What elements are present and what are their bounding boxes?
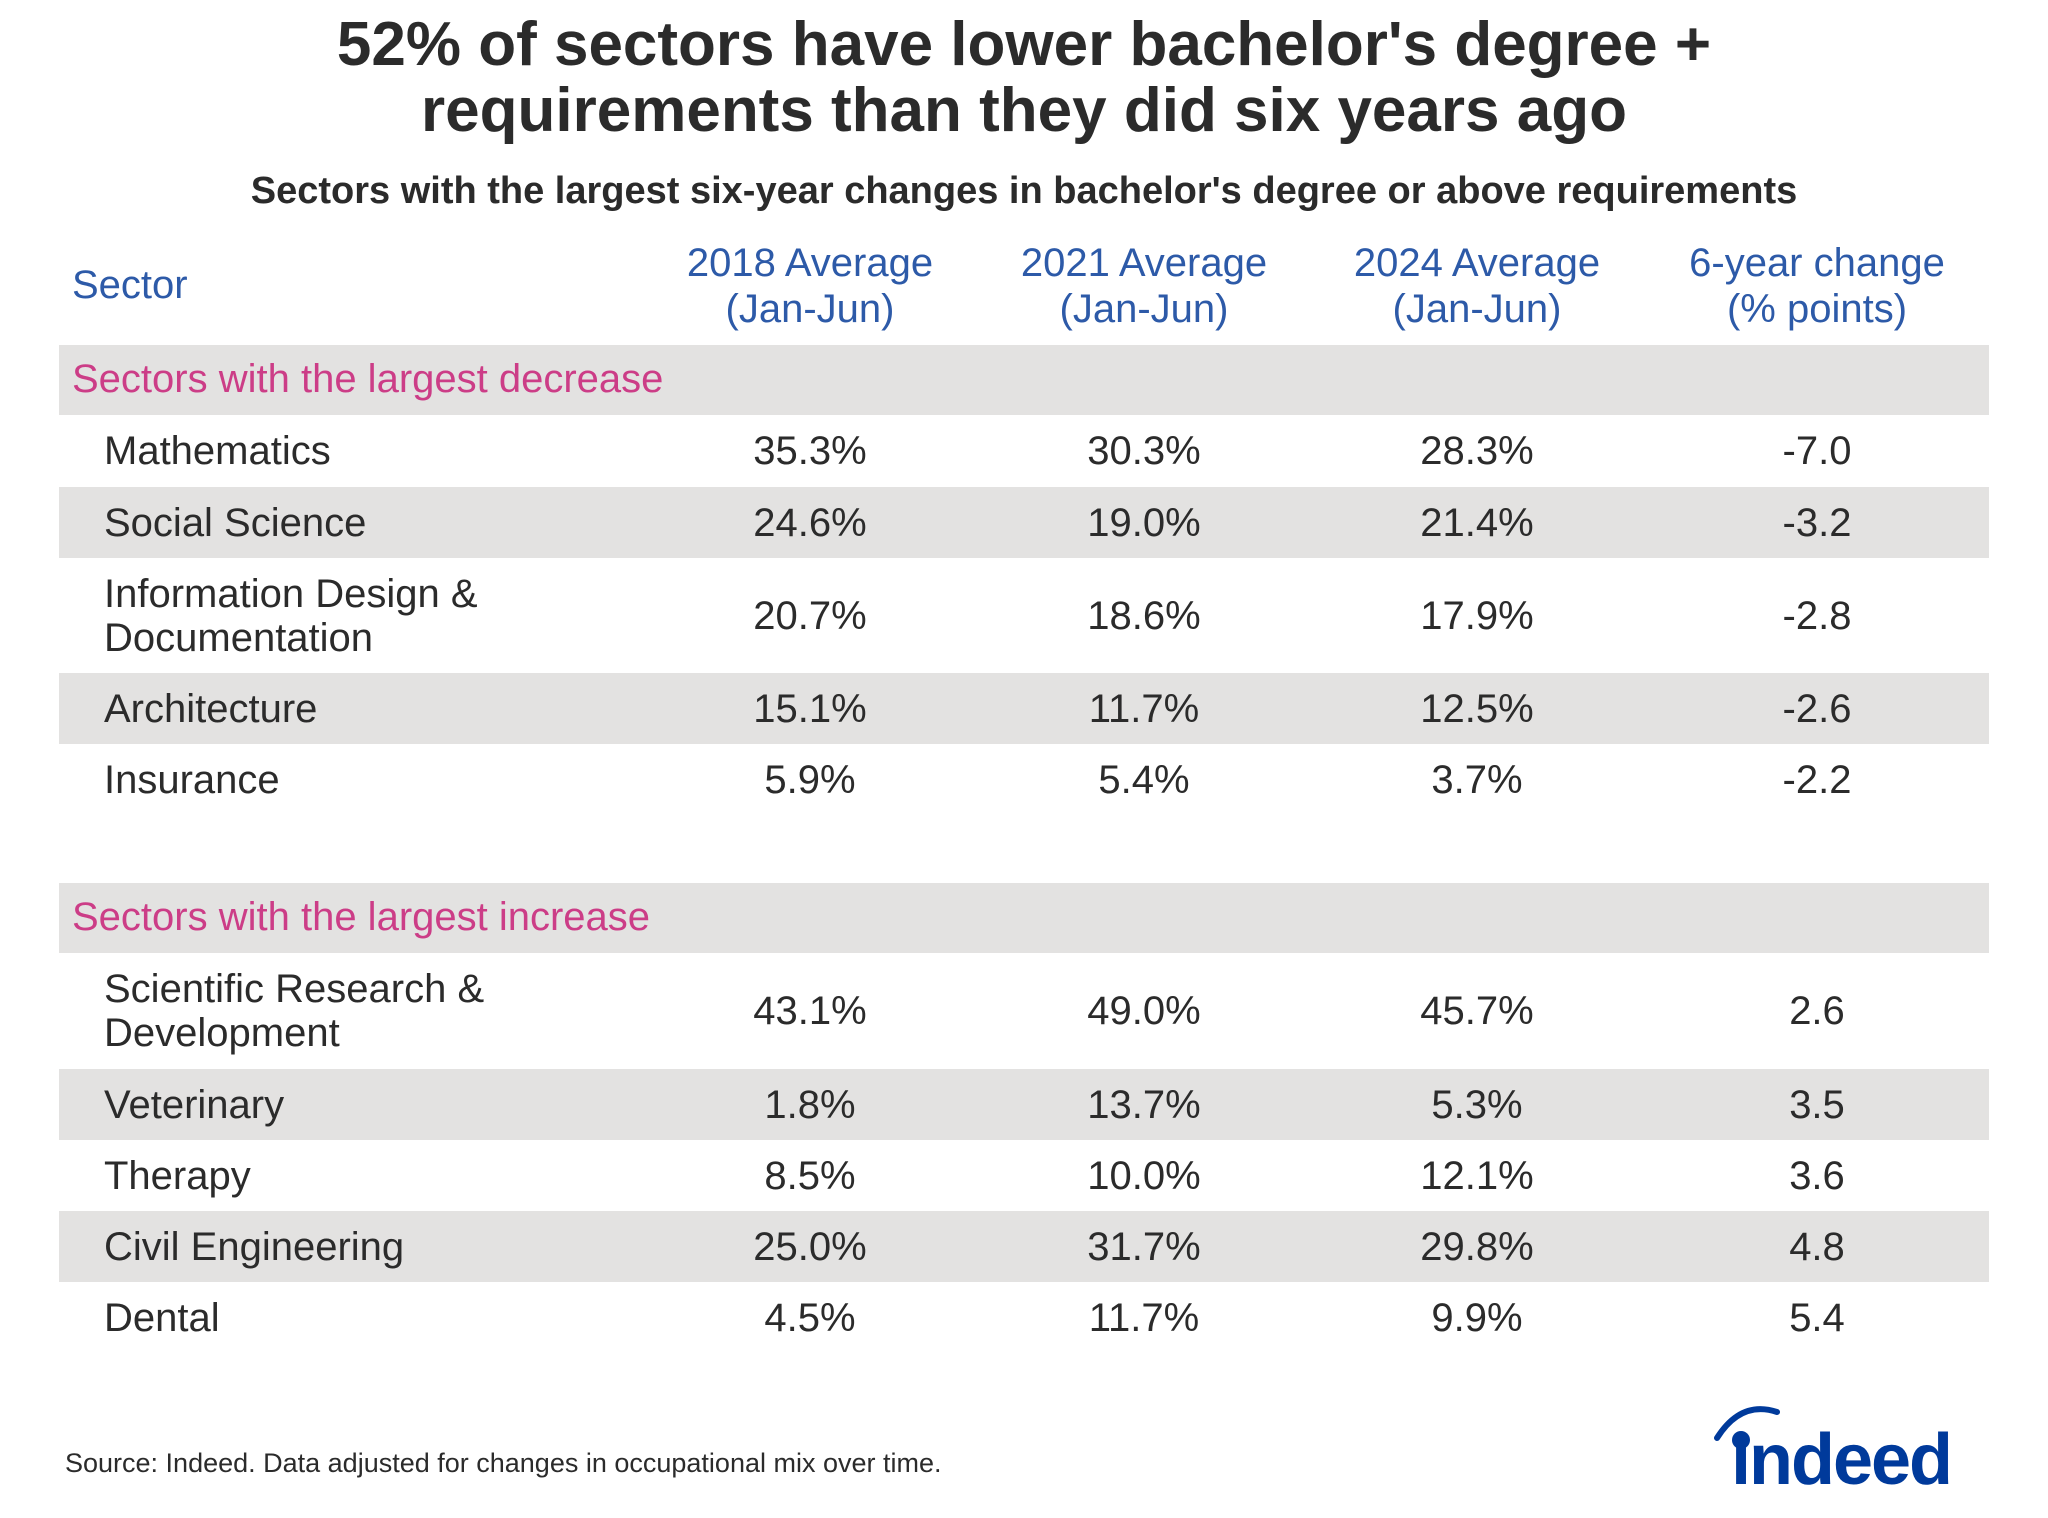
cell-y2024: 3.7% xyxy=(1431,757,1523,802)
cell-y2021: 30.3% xyxy=(1087,429,1201,473)
table-row: Architecture 15.1% 11.7% 12.5% -2.6 xyxy=(59,673,1989,744)
table-row: Information Design & Documentation 20.7% 18… xyxy=(59,558,1989,673)
sector-name: Mathematics xyxy=(104,429,331,473)
cell-change: -2.6 xyxy=(1782,686,1852,731)
cell-y2018: 43.1% xyxy=(753,989,867,1033)
cell-change: 4.8 xyxy=(1789,1224,1845,1269)
cell-y2018: 15.1% xyxy=(753,686,867,731)
sector-name: Veterinary xyxy=(104,1082,285,1127)
title-line-1: 52% of sectors have lower bachelor's deg… xyxy=(336,10,1712,79)
cell-y2024: 5.3% xyxy=(1431,1082,1523,1127)
table-row: Veterinary 1.8% 13.7% 5.3% 3.5 xyxy=(59,1069,1989,1140)
cell-y2024: 12.1% xyxy=(1420,1153,1534,1198)
sector-name: Dental xyxy=(104,1295,220,1340)
cell-y2024: 17.9% xyxy=(1420,593,1534,638)
cell-y2021: 13.7% xyxy=(1087,1082,1201,1127)
sector-name: Social Science xyxy=(104,500,367,545)
table-row: Scientific Research & Development 43.1% 49.… xyxy=(59,953,1989,1069)
cell-y2021: 19.0% xyxy=(1087,500,1201,545)
sector-name-line: Information Design & xyxy=(104,571,478,616)
cell-y2018: 35.3% xyxy=(753,429,867,473)
cell-y2021: 10.0% xyxy=(1087,1153,1201,1198)
table-row: Mathematics 35.3% 30.3% 28.3% -7.0 xyxy=(59,415,1989,487)
group-label: Sectors with the largest decrease xyxy=(72,357,664,401)
chart-subtitle: Sectors with the largest six-year change… xyxy=(250,170,1798,212)
sector-name-line: Development xyxy=(104,1011,340,1055)
cell-y2018: 25.0% xyxy=(753,1224,867,1269)
sector-name-line: Scientific Research & xyxy=(104,967,485,1011)
cell-y2024: 29.8% xyxy=(1420,1224,1534,1269)
cell-y2021: 5.4% xyxy=(1098,757,1190,802)
cell-y2018: 8.5% xyxy=(764,1153,856,1198)
sector-name-line: Documentation xyxy=(104,615,374,660)
cell-y2024: 21.4% xyxy=(1420,500,1534,545)
header-line: (Jan-Jun) xyxy=(1059,287,1229,331)
sector-name: Civil Engineering xyxy=(104,1224,405,1269)
cell-y2021: 11.7% xyxy=(1088,1295,1200,1340)
table-row: Therapy 8.5% 10.0% 12.1% 3.6 xyxy=(59,1140,1989,1211)
cell-change: -7.0 xyxy=(1782,429,1852,473)
cell-y2018: 20.7% xyxy=(753,593,867,638)
cell-y2021: 18.6% xyxy=(1087,593,1201,638)
sector-name: Insurance xyxy=(104,757,280,802)
cell-y2018: 1.8% xyxy=(764,1082,856,1127)
cell-y2024: 9.9% xyxy=(1431,1295,1523,1340)
source-note: Source: Indeed. Data adjusted for change… xyxy=(65,1448,942,1478)
table-row: Dental 4.5% 11.7% 9.9% 5.4 xyxy=(59,1282,1989,1353)
sector-name: Architecture xyxy=(104,686,318,731)
header-line: 2021 Average xyxy=(1020,241,1268,285)
cell-y2018: 5.9% xyxy=(764,757,856,802)
group-header: Sectors with the largest increase xyxy=(59,883,1989,953)
cell-y2024: 28.3% xyxy=(1420,429,1534,473)
cell-y2021: 49.0% xyxy=(1087,989,1201,1033)
cell-y2024: 45.7% xyxy=(1420,989,1534,1033)
svg-text:ındeed: ındeed xyxy=(1731,1420,1951,1490)
cell-change: 2.6 xyxy=(1789,989,1845,1033)
table-row: Civil Engineering 25.0% 31.7% 29.8% 4.8 xyxy=(59,1211,1989,1282)
header-line: 2018 Average xyxy=(686,241,934,285)
header-line: (Jan-Jun) xyxy=(725,287,895,331)
sector-name: Scientific Research & Development xyxy=(104,967,484,1055)
header-line: 6-year change xyxy=(1689,241,1945,285)
column-header-2021: 2021 Average (Jan-Jun) xyxy=(984,240,1304,332)
cell-y2021: 11.7% xyxy=(1088,686,1200,731)
cell-change: -3.2 xyxy=(1782,500,1852,545)
cell-change: 3.5 xyxy=(1789,1082,1845,1127)
indeed-logo: ındeed xyxy=(1714,1406,1953,1490)
title-line-2: requirements than they did six years ago xyxy=(421,76,1627,145)
header-line: (% points) xyxy=(1726,287,1908,331)
sector-name: Information Design & Documentation xyxy=(104,572,478,660)
group-label: Sectors with the largest increase xyxy=(72,895,651,939)
header-line: (Jan-Jun) xyxy=(1392,287,1562,331)
column-header-sector: Sector xyxy=(72,263,188,307)
cell-y2018: 24.6% xyxy=(753,500,867,545)
column-header-2018: 2018 Average (Jan-Jun) xyxy=(650,240,970,332)
table-row: Social Science 24.6% 19.0% 21.4% -3.2 xyxy=(59,487,1989,558)
cell-y2021: 31.7% xyxy=(1087,1224,1201,1269)
cell-y2018: 4.5% xyxy=(764,1295,856,1340)
cell-change: -2.2 xyxy=(1782,757,1852,802)
cell-change: -2.8 xyxy=(1782,593,1852,638)
chart-title: 52% of sectors have lower bachelor's deg… xyxy=(0,12,2048,144)
table-row: Insurance 5.9% 5.4% 3.7% -2.2 xyxy=(59,744,1989,815)
cell-change: 5.4 xyxy=(1789,1295,1845,1340)
column-header-2024: 2024 Average (Jan-Jun) xyxy=(1317,240,1637,332)
sector-name: Therapy xyxy=(104,1153,251,1198)
cell-y2024: 12.5% xyxy=(1420,686,1534,731)
cell-change: 3.6 xyxy=(1789,1153,1845,1198)
column-header-change: 6-year change (% points) xyxy=(1657,240,1977,332)
group-header: Sectors with the largest decrease xyxy=(59,345,1989,415)
header-line: 2024 Average xyxy=(1353,241,1601,285)
